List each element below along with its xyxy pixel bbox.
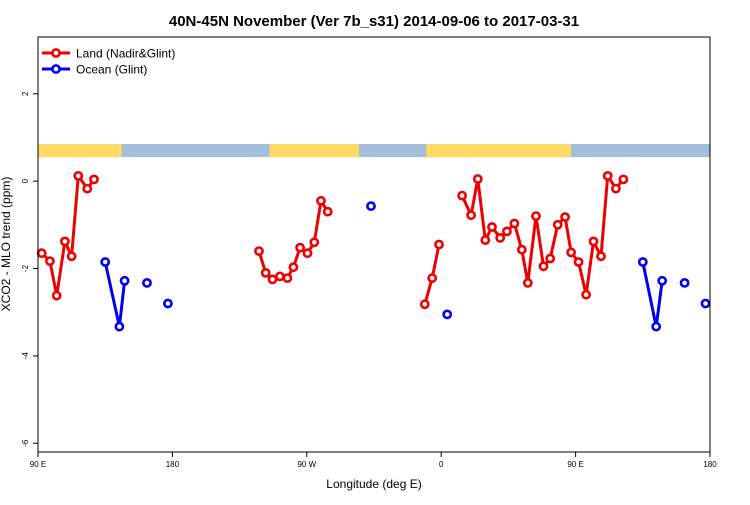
land-data-point <box>495 232 506 243</box>
x-tick-label: 90 E <box>567 460 583 469</box>
ocean-data-point <box>637 257 648 267</box>
y-axis: 2 0 -2 -4 -6 <box>21 91 38 447</box>
land-data-point <box>566 247 576 258</box>
land-data-point <box>89 174 99 185</box>
land-data-point <box>522 277 533 288</box>
land-data-point <box>295 242 305 253</box>
x-axis: 90 E 180 90 W 0 90 E 180 <box>30 452 717 469</box>
land-data-point <box>282 273 293 283</box>
y-tick-label: -2 <box>21 264 30 272</box>
ocean-data-point <box>679 277 690 288</box>
ocean-data-point <box>657 275 668 286</box>
land-data-point <box>288 262 299 273</box>
ocean-data-point <box>162 298 173 309</box>
land-data-point <box>602 170 613 181</box>
land-data-point <box>588 236 599 247</box>
legend-ocean-marker <box>51 64 61 74</box>
land-segment <box>38 144 122 158</box>
land-data-point <box>322 206 333 217</box>
land-data-point <box>560 212 570 222</box>
land-data-point <box>472 174 483 184</box>
land-data-point <box>573 257 584 267</box>
x-tick-label: 180 <box>166 460 180 469</box>
land-data-point <box>274 271 285 282</box>
chart-title: 40N-45N November (Ver 7b_s31) 2014-09-06… <box>169 13 579 30</box>
land-data-point <box>45 256 55 266</box>
land-data-point <box>545 253 556 264</box>
land-data-point <box>51 290 62 301</box>
ocean-data-point <box>442 309 453 320</box>
ocean-data-point <box>366 201 376 211</box>
land-data-point <box>434 239 444 250</box>
land-data-point <box>618 174 629 185</box>
legend-land-marker <box>51 48 61 58</box>
ocean-data-point <box>100 257 111 267</box>
ocean-band <box>38 144 710 158</box>
land-data-point <box>60 236 70 247</box>
ocean-series-line <box>641 261 664 329</box>
land-data-point <box>538 261 549 272</box>
legend-ocean-label: Ocean (Glint) <box>76 63 147 77</box>
land-data-point <box>487 222 497 232</box>
land-data-point <box>302 248 313 259</box>
land-data-point <box>419 299 430 310</box>
x-tick-label: 90 E <box>30 460 46 469</box>
x-tick-label: 0 <box>439 460 444 469</box>
land-data-point <box>509 218 520 229</box>
x-tick-label: 180 <box>703 460 717 469</box>
y-axis-label: XCO2 - MLO trend (ppm) <box>0 177 13 312</box>
ocean-data-point <box>700 298 711 309</box>
y-tick-label: 0 <box>21 178 30 183</box>
land-data-point <box>501 226 512 237</box>
land-series-line <box>40 174 96 298</box>
land-segment <box>269 144 360 158</box>
ocean-series-line <box>103 261 127 329</box>
land-data-point <box>466 210 476 221</box>
land-data-point <box>309 237 320 248</box>
legend-land-label: Land (Nadir&Glint) <box>76 47 175 61</box>
land-data-point <box>457 190 467 201</box>
land-data-point <box>581 289 591 300</box>
land-data-point <box>260 267 271 278</box>
land-data-point <box>36 248 47 259</box>
x-tick-label: 90 W <box>297 460 316 469</box>
land-data-point <box>611 183 621 194</box>
land-data-point <box>596 251 606 262</box>
ocean-data-point <box>114 321 125 332</box>
y-tick-label: 2 <box>21 91 30 96</box>
land-data-point <box>66 251 77 262</box>
series-layer <box>36 170 711 332</box>
land-data-point <box>316 195 326 206</box>
ocean-data-point <box>651 321 662 332</box>
land-sea-mask <box>38 144 710 158</box>
land-segment <box>426 144 572 158</box>
land-data-point <box>73 170 84 181</box>
ocean-data-point <box>119 275 130 286</box>
plot-frame <box>37 36 711 453</box>
land-data-point <box>82 183 93 194</box>
land-data-point <box>516 244 527 255</box>
legend: Land (Nadir&Glint) Ocean (Glint) <box>42 47 175 77</box>
x-axis-label: Longitude (deg E) <box>326 477 421 491</box>
y-tick-label: -6 <box>21 439 30 447</box>
land-data-point <box>531 211 541 221</box>
land-data-point <box>427 273 438 283</box>
land-series-line <box>460 174 625 297</box>
ocean-data-point <box>142 277 152 288</box>
y-tick-label: -4 <box>21 352 30 360</box>
land-data-point <box>480 235 491 245</box>
land-data-point <box>267 274 278 285</box>
land-data-point <box>552 219 563 230</box>
land-data-point <box>254 246 264 256</box>
